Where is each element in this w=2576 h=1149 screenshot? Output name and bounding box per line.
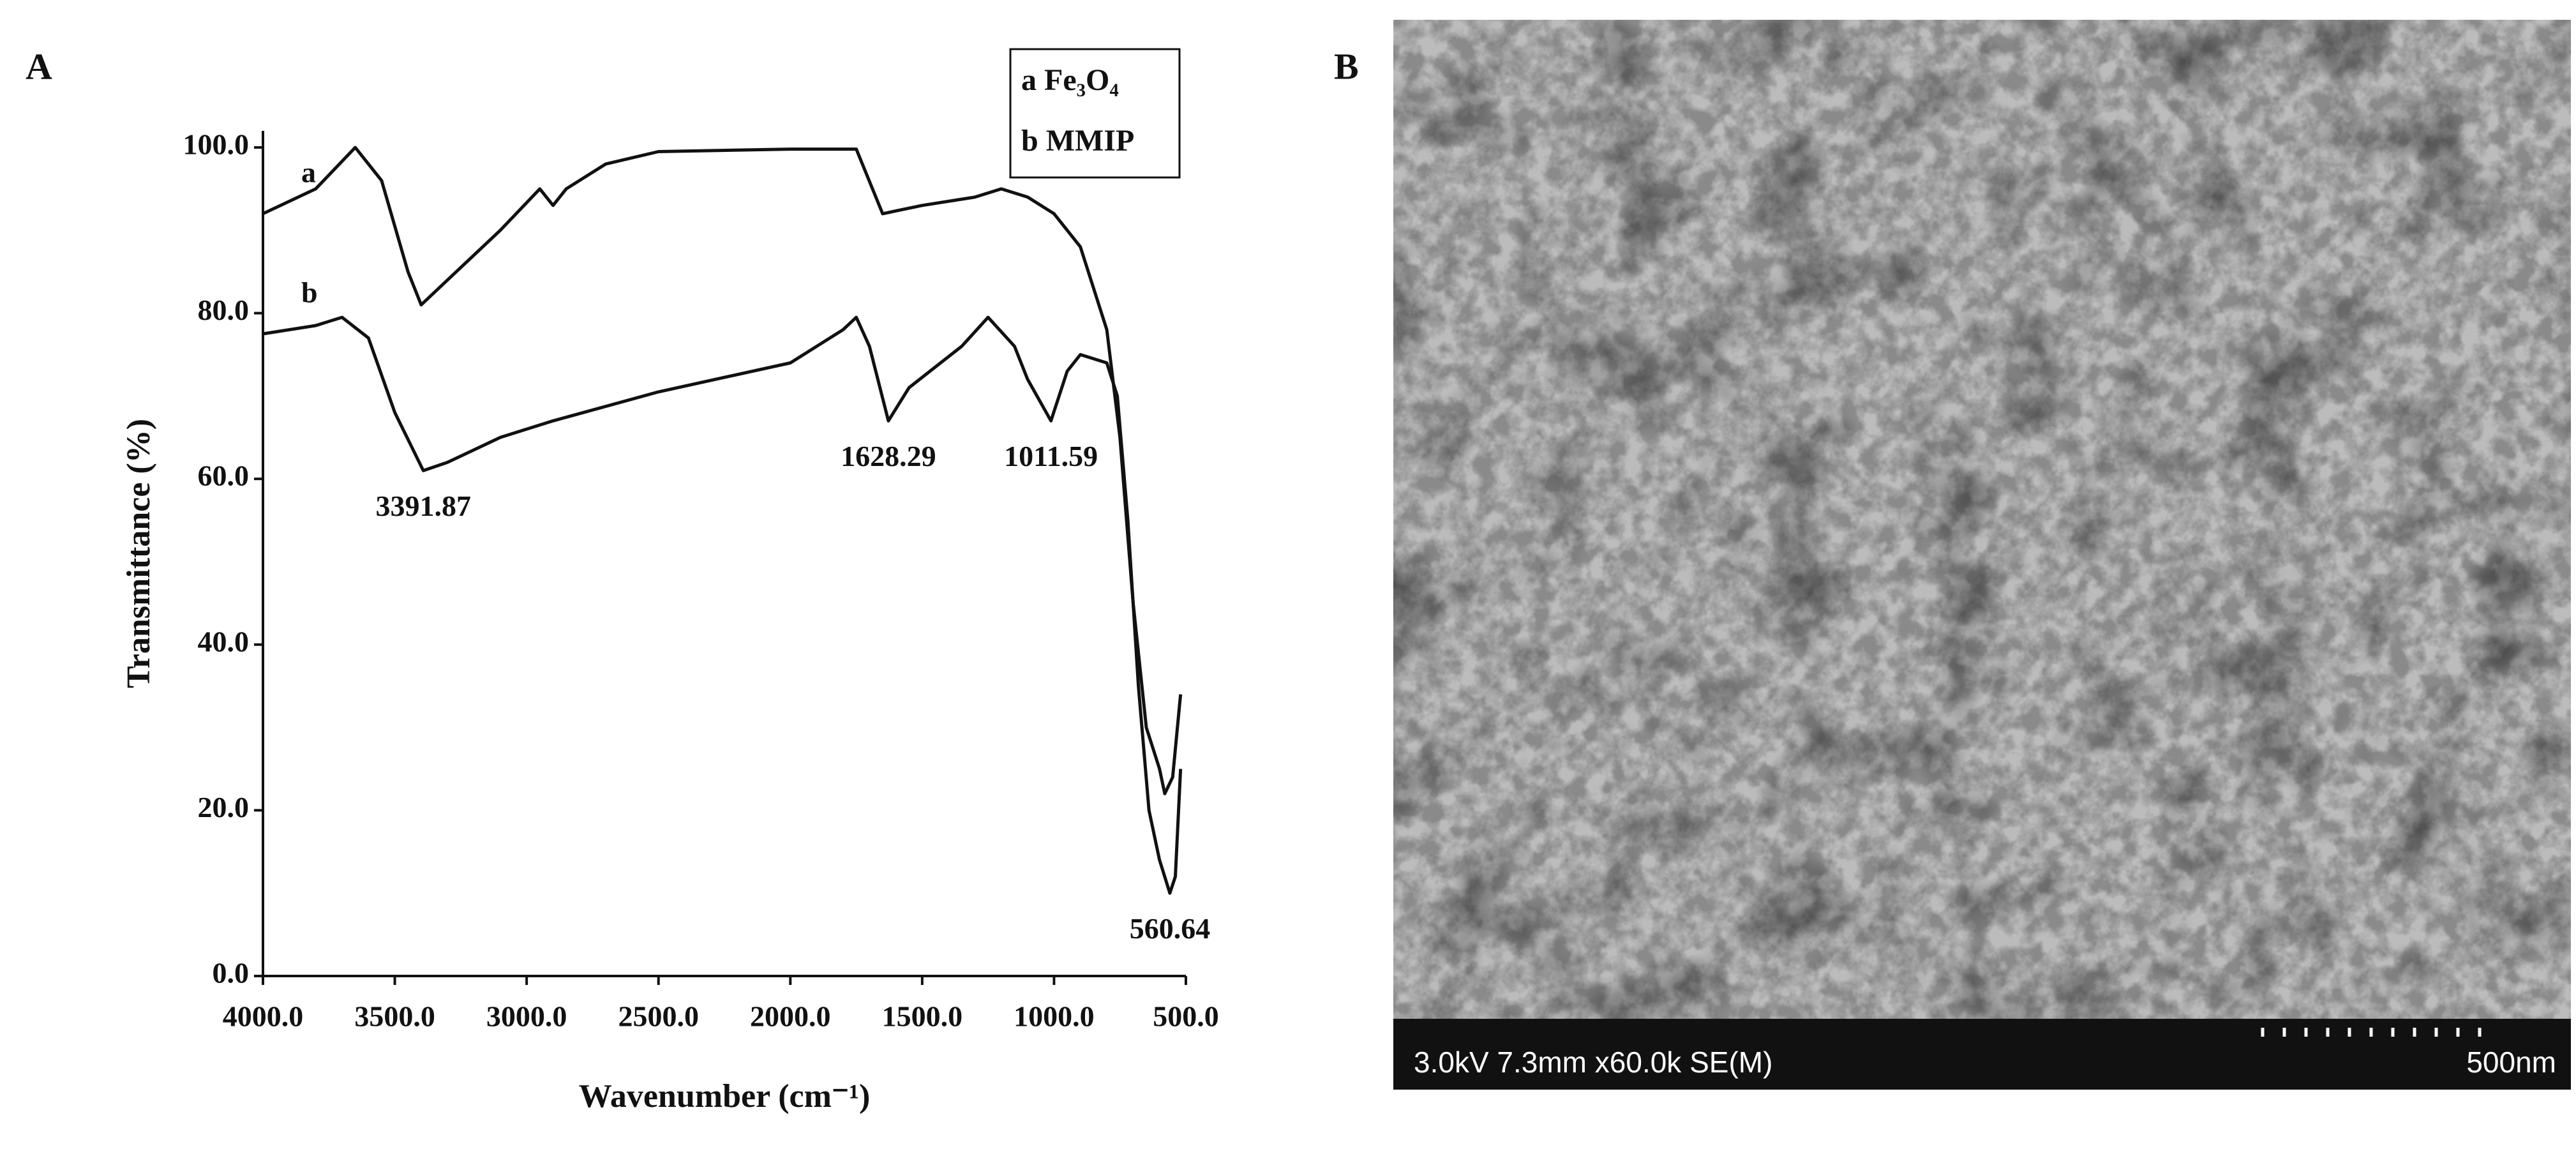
legend-key: a xyxy=(1021,63,1037,97)
legend-key: b xyxy=(1021,124,1038,158)
sem-image: 3.0kV 7.3mm x60.0k SE(M) 500nm xyxy=(1393,20,2571,1090)
legend-box xyxy=(1009,48,1181,179)
legend-name: Fe₃O₄ xyxy=(1044,63,1119,97)
y-tick-label: 0.0 xyxy=(213,957,250,989)
y-tick-label: 20.0 xyxy=(198,791,250,823)
series-line xyxy=(262,315,1183,895)
legend-entry: b MMIP xyxy=(1021,124,1134,158)
series-label: b xyxy=(301,276,318,309)
y-tick-label: 80.0 xyxy=(198,294,250,326)
y-axis-title: Transmittance (%) xyxy=(121,419,157,688)
x-tick-label: 3000.0 xyxy=(486,1000,567,1033)
legend-entry: a Fe₃O₄ xyxy=(1021,63,1119,97)
panel-label: A xyxy=(26,45,52,87)
y-tick-label: 40.0 xyxy=(198,625,250,657)
sem-shadows xyxy=(1393,20,2571,1019)
sem-scale: 500nm xyxy=(2466,1046,2556,1079)
sem-info-bar xyxy=(1393,1019,2571,1090)
x-tick-label: 4000.0 xyxy=(223,1000,304,1033)
y-tick-label: 100.0 xyxy=(183,128,250,161)
x-tick-label: 1500.0 xyxy=(882,1000,963,1033)
peak-label: 1011.59 xyxy=(1004,440,1098,472)
series-label: a xyxy=(301,156,316,188)
legend-name: MMIP xyxy=(1046,124,1135,158)
y-tick-label: 60.0 xyxy=(198,460,250,492)
x-axis-title: Wavenumber (cm⁻¹) xyxy=(579,1078,871,1115)
x-tick-label: 500.0 xyxy=(1153,1000,1219,1033)
x-tick-label: 2000.0 xyxy=(750,1000,831,1033)
x-tick-label: 3500.0 xyxy=(354,1000,435,1033)
peak-label: 3391.87 xyxy=(375,490,471,522)
peak-label: 1628.29 xyxy=(841,440,936,472)
x-tick-label: 1000.0 xyxy=(1014,1000,1095,1033)
x-tick-label: 2500.0 xyxy=(618,1000,699,1033)
scale-bar xyxy=(2261,1028,2482,1037)
sem-info: 3.0kV 7.3mm x60.0k SE(M) xyxy=(1414,1046,1772,1079)
panel-label: B xyxy=(1334,45,1359,87)
peak-label: 560.64 xyxy=(1130,912,1211,945)
